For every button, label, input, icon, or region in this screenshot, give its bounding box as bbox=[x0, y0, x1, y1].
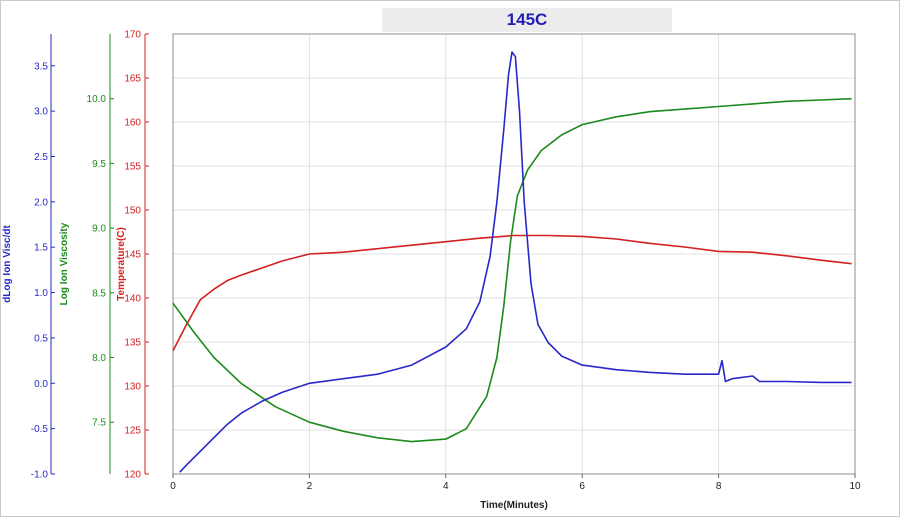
gridlines bbox=[173, 34, 855, 474]
y-axis-lv: 7.5 8.0 8.5 9.0 9.5 10.0 Log Ion Viscosity bbox=[59, 34, 114, 474]
axes-group: 120 125 130 135 140 145 150 155 160 165 170 Tempera… bbox=[2, 30, 149, 481]
y-tick-label: 140 bbox=[124, 294, 141, 305]
y-tick-label: 170 bbox=[124, 30, 141, 41]
y-tick-label: 9.5 bbox=[92, 159, 106, 170]
x-tick-label: 2 bbox=[307, 481, 313, 492]
y-tick-label: 135 bbox=[124, 338, 141, 349]
series-line-lv bbox=[172, 97, 852, 443]
x-tick-label: 4 bbox=[443, 481, 449, 492]
x-tick-label: 10 bbox=[849, 481, 861, 492]
plot-area bbox=[172, 33, 856, 475]
y-tick-label: 8.0 bbox=[92, 353, 106, 364]
y-tick-label: 125 bbox=[124, 426, 141, 437]
y-tick-label: 150 bbox=[124, 206, 141, 217]
y-tick-label: 2.0 bbox=[34, 197, 48, 208]
y-tick-label: 3.0 bbox=[34, 107, 48, 118]
title-bar bbox=[382, 8, 672, 32]
y-tick-label: 1.5 bbox=[34, 243, 48, 254]
y-tick-label: 2.5 bbox=[34, 152, 48, 163]
y-tick-label: 9.0 bbox=[92, 224, 106, 235]
y-tick-label: 130 bbox=[124, 382, 141, 393]
y-tick-label: 160 bbox=[124, 118, 141, 129]
y-tick-label: 165 bbox=[124, 74, 141, 85]
y-axis-dlv: -1.0 -0.5 0.0 0.5 1.0 1.5 2.0 2.5 3.0 3.5 dLog Ion… bbox=[2, 34, 55, 481]
x-tick-label: 6 bbox=[579, 481, 585, 492]
series-line-temp bbox=[172, 234, 852, 352]
y-tick-label: 0.0 bbox=[34, 379, 48, 390]
y-axis-title: Temperature(C) bbox=[116, 227, 127, 301]
y-tick-label: 145 bbox=[124, 250, 141, 261]
y-tick-label: 0.5 bbox=[34, 333, 48, 344]
y-tick-label: 7.5 bbox=[92, 418, 106, 429]
series-line-dlv bbox=[179, 51, 852, 473]
y-tick-label: 1.0 bbox=[34, 288, 48, 299]
x-axis: 0 2 4 6 8 10 bbox=[170, 474, 861, 492]
chart-title: 145C bbox=[506, 10, 548, 29]
y-tick-label: 120 bbox=[124, 470, 141, 481]
y-axis-temp: 120 125 130 135 140 145 150 155 160 165 170 Tempera… bbox=[116, 30, 149, 481]
y-tick-label: 155 bbox=[124, 162, 141, 173]
y-tick-label: -1.0 bbox=[31, 470, 49, 481]
x-tick-label: 8 bbox=[716, 481, 722, 492]
y-tick-label: 3.5 bbox=[34, 61, 48, 72]
y-axis-title: dLog Ion Visc/dt bbox=[2, 225, 13, 303]
series-lines bbox=[172, 51, 852, 473]
x-axis-title: Time(Minutes) bbox=[480, 500, 548, 511]
x-tick-label: 0 bbox=[170, 481, 176, 492]
y-tick-label: 8.5 bbox=[92, 288, 106, 299]
y-tick-label: -0.5 bbox=[31, 424, 49, 435]
y-axis-title: Log Ion Viscosity bbox=[59, 222, 70, 305]
y-tick-label: 10.0 bbox=[87, 94, 107, 105]
